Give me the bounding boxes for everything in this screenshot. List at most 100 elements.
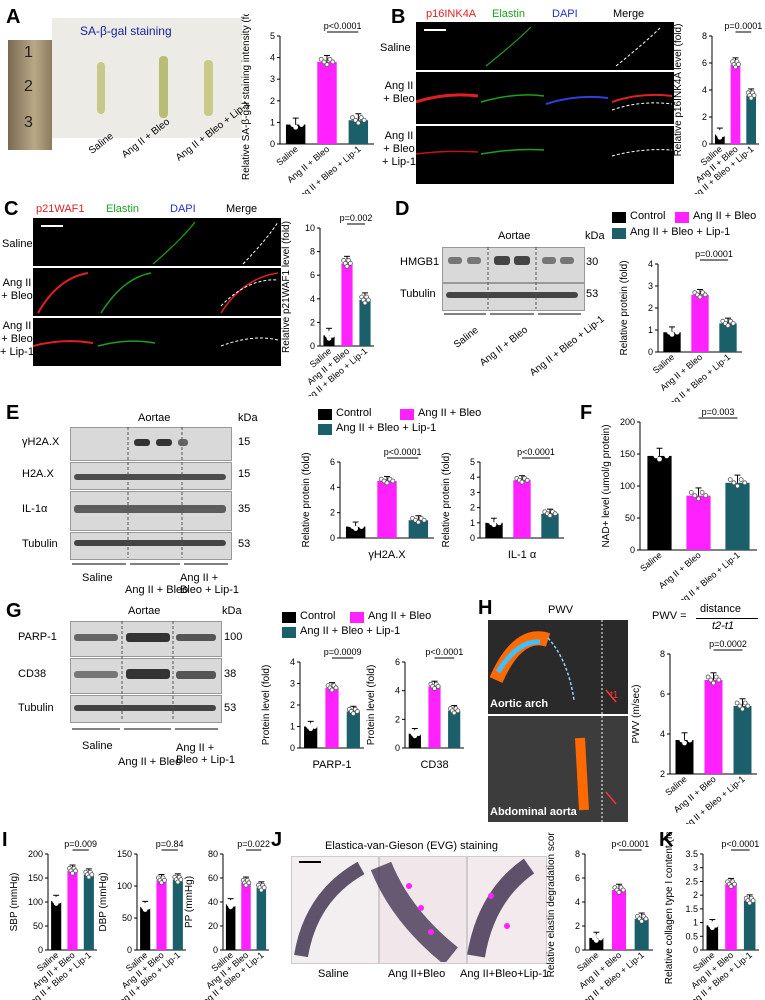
data-point bbox=[296, 119, 301, 125]
kda-e-il1a: 35 bbox=[238, 503, 251, 515]
data-point bbox=[435, 683, 441, 689]
data-point bbox=[684, 734, 690, 740]
chart-g-cd38: Protein level (fold) 0 2 4 6 CD38 p<0.0001 bbox=[366, 647, 464, 771]
data-point bbox=[384, 480, 390, 486]
bar-1 bbox=[663, 332, 681, 352]
group-g-saline: Saline bbox=[82, 740, 113, 752]
data-point bbox=[713, 922, 719, 928]
bar-2 bbox=[686, 495, 711, 550]
blot-g-bands bbox=[74, 621, 216, 721]
bar-2 bbox=[67, 870, 78, 950]
bar-1 bbox=[485, 522, 503, 538]
data-point bbox=[688, 490, 694, 495]
y-tick-label: 100 bbox=[117, 881, 132, 891]
y-tick-label: 0 bbox=[702, 139, 707, 149]
data-point bbox=[742, 700, 748, 706]
legend-e-lip1-swatch bbox=[318, 424, 332, 435]
y-tick-label: 0 bbox=[213, 945, 218, 955]
evg-label-lip1: Ang II+Bleo+Lip-1 bbox=[460, 968, 549, 980]
y-axis-label: Relative p16INK4A level (fold) bbox=[673, 24, 684, 157]
y-tick-label: 3 bbox=[470, 487, 475, 497]
y-tick-label: 0 bbox=[575, 945, 580, 955]
y-tick-label: 0 bbox=[470, 533, 475, 543]
data-point bbox=[347, 261, 353, 266]
bar-2 bbox=[325, 687, 339, 748]
y-tick-label: 2 bbox=[395, 714, 400, 724]
data-point bbox=[451, 710, 457, 716]
data-point bbox=[732, 881, 737, 887]
data-point bbox=[716, 677, 722, 683]
x-axis-label: IL-1 α bbox=[508, 549, 537, 561]
data-point bbox=[390, 478, 396, 484]
y-tick-label: 5 bbox=[470, 457, 475, 467]
y-tick-label: 4 bbox=[270, 53, 275, 63]
p-value-label: p<0.0001 bbox=[517, 447, 555, 457]
chart-e-gh2ax: Relative protein (fold) 0 2 4 6 γH2A.X p<0.000… bbox=[301, 447, 434, 561]
y-tick-label: 80 bbox=[208, 849, 218, 859]
legend-d-angii: Ang II + Bleo bbox=[693, 210, 757, 222]
y-tick-label: 3 bbox=[693, 863, 698, 873]
panel-letter-h: H bbox=[478, 597, 493, 619]
y-tick-label: 8 bbox=[310, 247, 315, 257]
panel-letter-b: B bbox=[391, 6, 406, 28]
band-e-tubulin: Tubulin bbox=[22, 538, 58, 550]
bar-2 bbox=[513, 480, 531, 538]
y-tick-label: 4 bbox=[395, 686, 400, 696]
bar-1 bbox=[304, 726, 318, 748]
y-tick-label: 0 bbox=[127, 945, 132, 955]
y-tick-label: 3 bbox=[270, 74, 275, 84]
data-point bbox=[740, 706, 745, 712]
data-point bbox=[728, 884, 734, 889]
kda-g-tubulin: 53 bbox=[224, 702, 237, 714]
y-tick-label: 6 bbox=[660, 689, 665, 699]
chart-k: Relative collagen type I content (fold) 0… bbox=[664, 832, 759, 1000]
kda-e-h2ax: 15 bbox=[238, 468, 251, 480]
kda-e-tubulin: 53 bbox=[238, 538, 251, 550]
data-point bbox=[350, 115, 355, 120]
y-tick-label: 1 bbox=[648, 325, 653, 335]
data-point bbox=[354, 709, 360, 714]
data-point bbox=[421, 517, 427, 523]
y-tick-label: 50 bbox=[625, 513, 635, 523]
data-point bbox=[727, 477, 733, 482]
y-tick-label: 6 bbox=[310, 270, 315, 280]
header-d-aortae: Aortae bbox=[498, 230, 531, 242]
data-point bbox=[416, 731, 421, 737]
data-point bbox=[162, 877, 167, 883]
ultrasound-label-arch: Aortic arch bbox=[490, 698, 549, 710]
y-tick-label: 200 bbox=[620, 417, 635, 427]
p-value-label: p=0.84 bbox=[156, 839, 184, 849]
group-underlines-e bbox=[72, 563, 228, 565]
data-point bbox=[329, 687, 335, 693]
y-tick-label: 6 bbox=[330, 457, 335, 467]
data-point bbox=[657, 456, 662, 462]
panel-a-title: SA-β-gal staining bbox=[80, 24, 172, 38]
y-tick-label: 4 bbox=[470, 472, 475, 482]
p-value-label: p=0.022 bbox=[237, 839, 270, 849]
data-point bbox=[330, 59, 336, 65]
data-point bbox=[358, 115, 364, 120]
y-tick-label: 4 bbox=[702, 85, 707, 95]
pwv-formula-left: PWV = bbox=[652, 610, 687, 622]
evg-label-angii: Ang II+Bleo bbox=[388, 968, 446, 980]
chart-c: Relative p21WAF1 level (fold) 0246810Sali… bbox=[281, 213, 374, 396]
panel-letter-g: G bbox=[6, 600, 22, 622]
bar-3 bbox=[346, 711, 360, 748]
data-point bbox=[674, 329, 680, 335]
band-e-h2ax: H2A.X bbox=[22, 468, 54, 480]
data-point bbox=[598, 935, 603, 941]
data-point bbox=[327, 56, 333, 62]
p-value-label: p=0.002 bbox=[340, 213, 373, 223]
data-point bbox=[175, 879, 181, 885]
legend-g-control: Control bbox=[300, 610, 336, 622]
bar-3 bbox=[256, 887, 267, 950]
data-point bbox=[299, 122, 304, 127]
p-value-label: p=0.0001 bbox=[724, 21, 762, 31]
group-g-lip1: Ang II + Bleo + Lip-1 bbox=[176, 742, 236, 766]
panel-letter-k: K bbox=[659, 829, 674, 851]
y-axis-label: Relative p21WAF1 level (fold) bbox=[281, 221, 292, 353]
data-point bbox=[308, 726, 314, 732]
legend-d-lip1-swatch bbox=[612, 228, 626, 239]
channel-c-dapi: DAPI bbox=[170, 203, 196, 215]
panel-letter-j: J bbox=[271, 829, 283, 851]
